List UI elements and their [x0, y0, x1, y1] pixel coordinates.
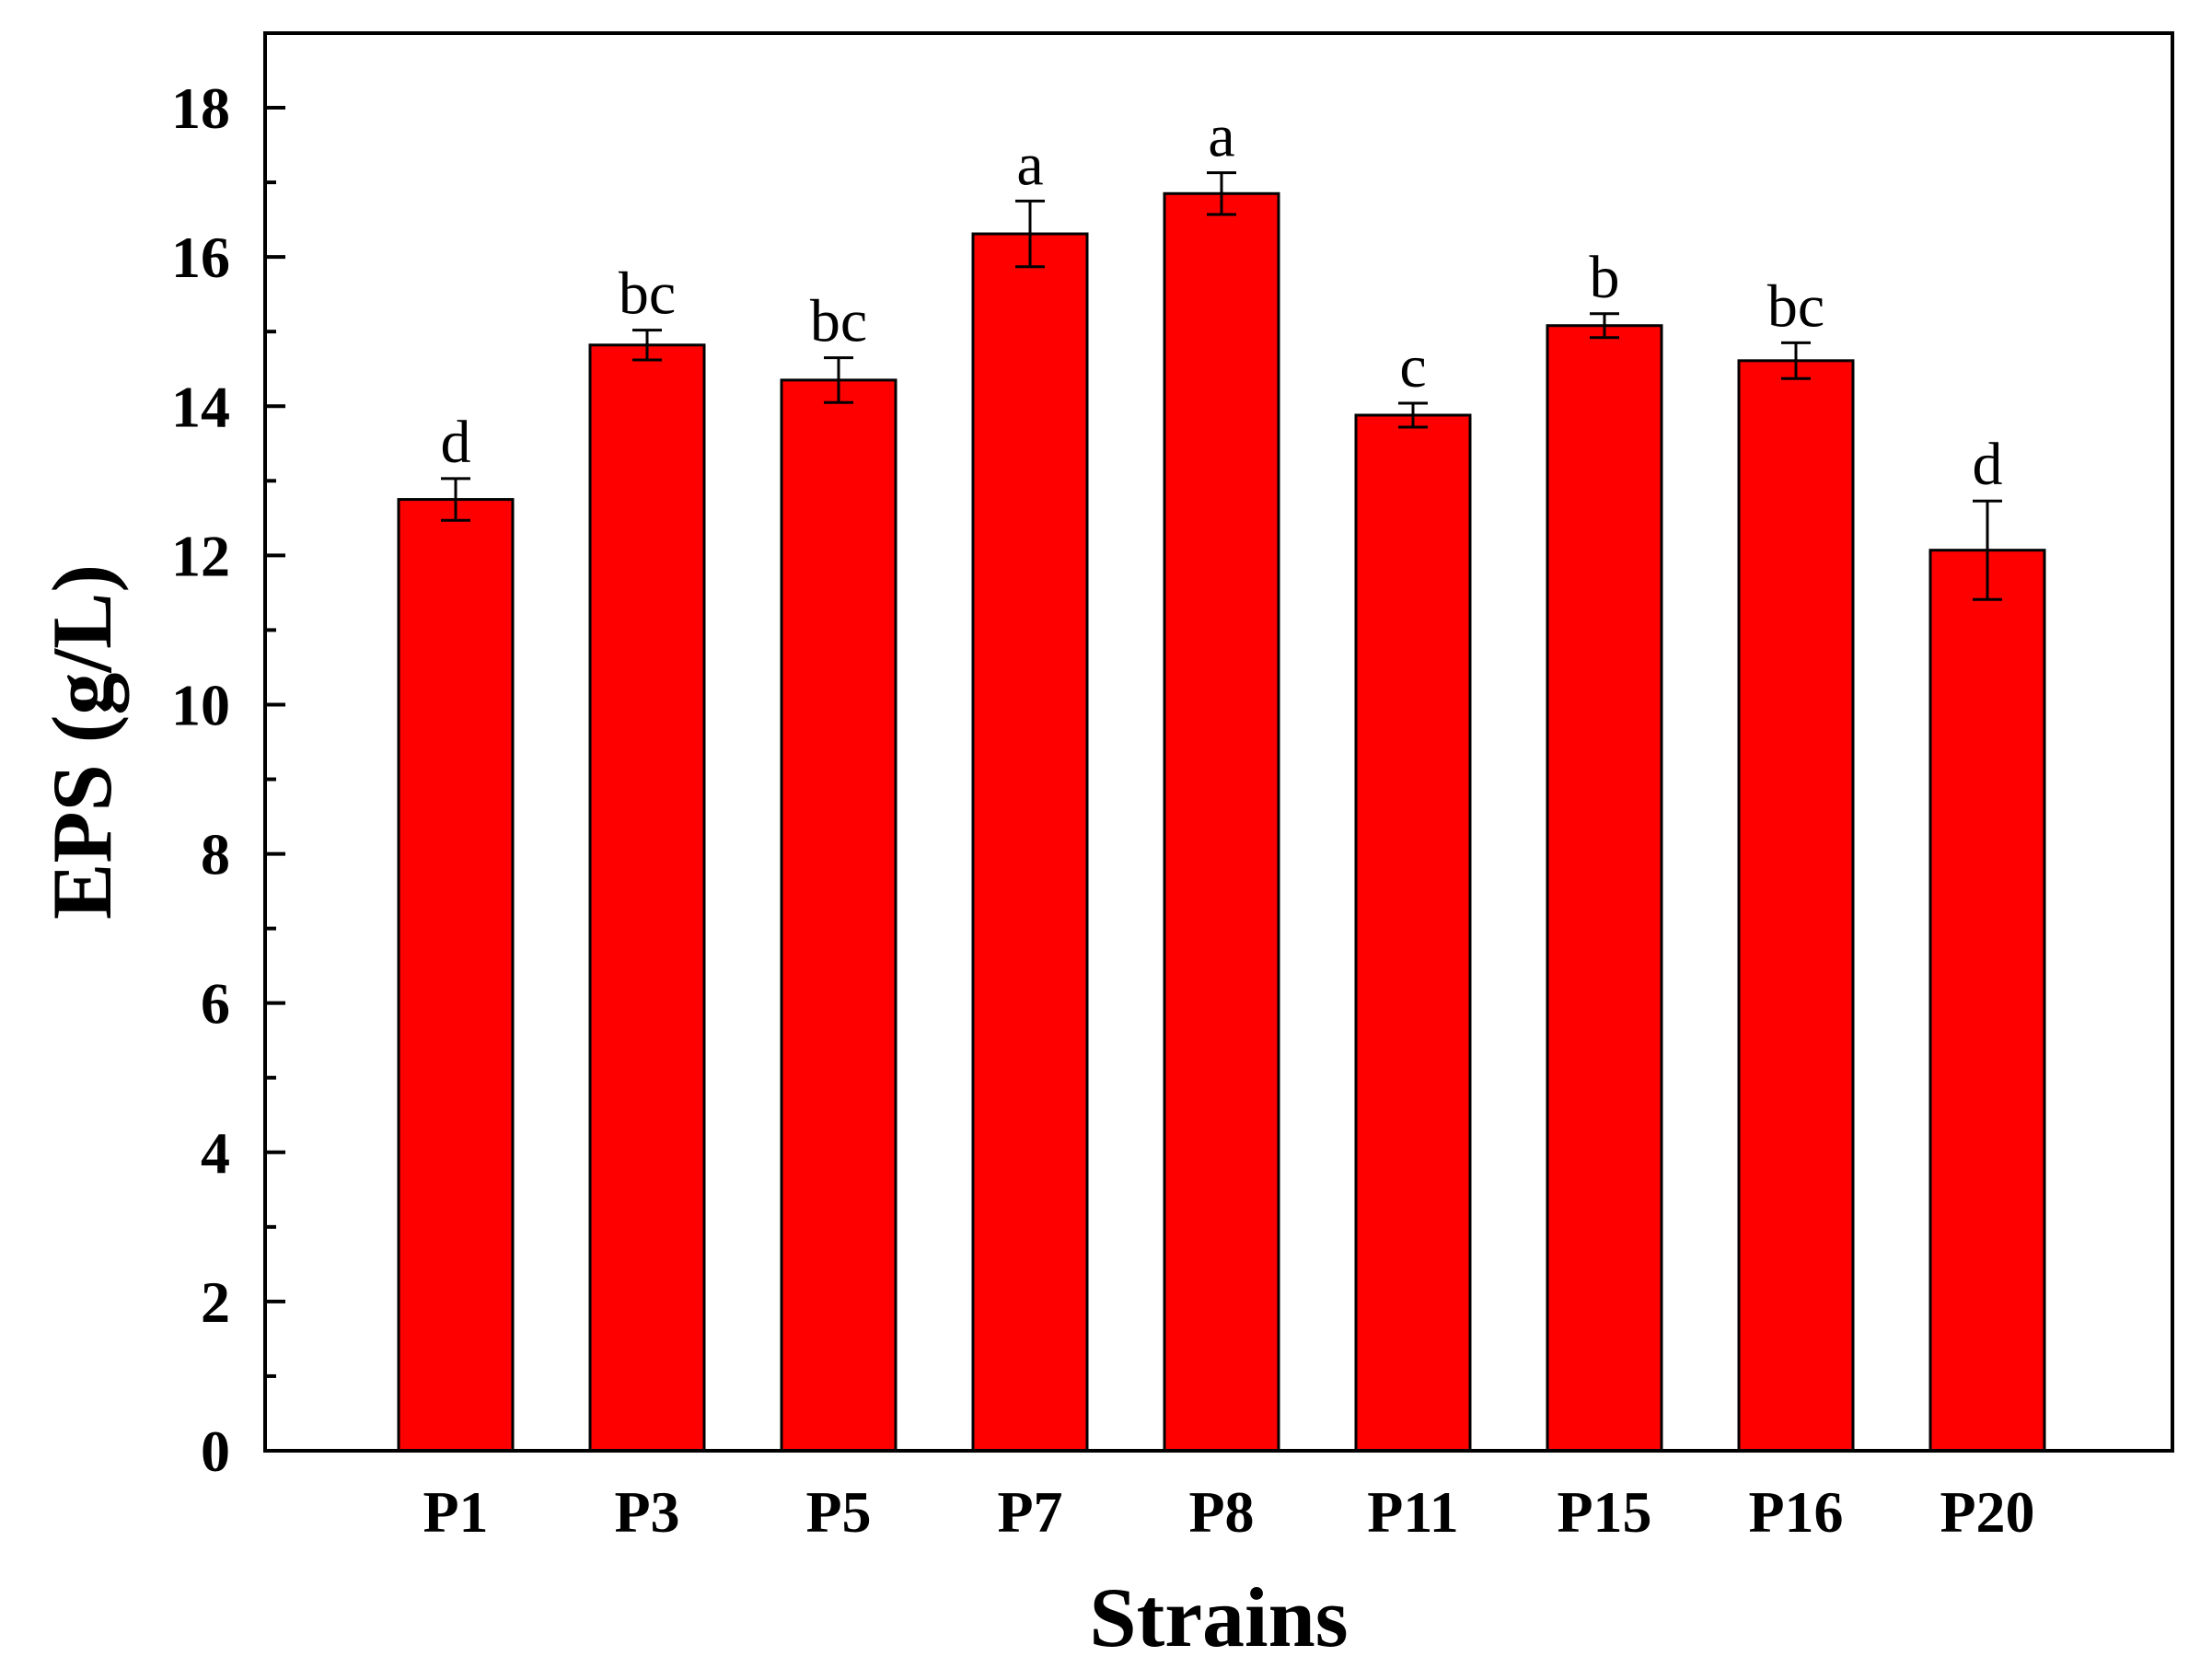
significance-label-p11: c: [1399, 333, 1426, 400]
y-tick-label: 16: [171, 225, 230, 290]
y-tick-label: 12: [171, 523, 230, 588]
x-tick-label-p11: P11: [1367, 1479, 1459, 1545]
significance-label-p5: bc: [810, 288, 867, 355]
y-tick-label: 6: [201, 971, 230, 1037]
significance-label-p7: a: [1016, 131, 1043, 198]
y-tick-label: 14: [171, 374, 230, 439]
significance-label-p16: bc: [1767, 272, 1824, 340]
x-tick-label-p16: P16: [1748, 1479, 1843, 1545]
x-tick-label-p5: P5: [805, 1479, 871, 1545]
x-tick-label-p15: P15: [1557, 1479, 1651, 1545]
error-bar-p3: [632, 329, 662, 362]
x-tick-label-p8: P8: [1188, 1479, 1254, 1545]
bar-p7: [971, 232, 1089, 1453]
error-bar-p20: [1973, 499, 2002, 601]
error-bar-p16: [1781, 341, 1811, 380]
y-tick-label: 18: [171, 75, 230, 141]
significance-label-p20: d: [1973, 431, 2003, 498]
error-bar-p5: [824, 356, 853, 404]
error-bar-p15: [1590, 312, 1619, 340]
y-tick-label: 8: [201, 822, 230, 887]
bar-p11: [1354, 413, 1472, 1453]
y-tick-labels: 0 2 4 6 8 10 12 14 16 18: [171, 75, 230, 1484]
y-tick-label: 0: [201, 1419, 230, 1484]
x-tick-label-p1: P1: [423, 1479, 488, 1545]
bar-p5: [780, 378, 898, 1453]
bar-p16: [1737, 359, 1855, 1453]
error-bars: [441, 171, 2002, 601]
x-axis-title: Strains: [1089, 1570, 1348, 1664]
x-tick-labels: P1 P3 P5 P7 P8 P11 P15 P16 P20: [423, 1479, 2034, 1545]
y-axis-title: EPS (g/L): [35, 564, 129, 920]
significance-label-p15: b: [1590, 244, 1620, 311]
significance-labels: d bc bc a a c b bc d: [441, 103, 2003, 499]
y-tick-label: 2: [201, 1269, 230, 1335]
y-tick-label: 10: [171, 672, 230, 737]
bar-p8: [1163, 191, 1280, 1453]
x-tick-label-p7: P7: [997, 1479, 1062, 1545]
x-tick-label-p3: P3: [614, 1479, 679, 1545]
error-bar-p7: [1015, 199, 1045, 269]
bar-p20: [1928, 549, 2046, 1453]
significance-label-p8: a: [1208, 103, 1234, 170]
significance-label-p3: bc: [619, 261, 676, 328]
y-tick-label: 4: [201, 1120, 230, 1186]
plot-frame: [263, 31, 2174, 1453]
bar-p15: [1546, 324, 1663, 1453]
error-bar-p1: [441, 477, 470, 522]
error-bar-p11: [1398, 401, 1428, 429]
axis-ticks: [265, 31, 1989, 1453]
x-tick-label-p20: P20: [1940, 1479, 2034, 1545]
bars: [397, 191, 2046, 1453]
bar-p3: [588, 343, 706, 1453]
bar-p1: [397, 498, 515, 1453]
error-bar-p8: [1207, 171, 1236, 216]
significance-label-p1: d: [441, 409, 471, 476]
